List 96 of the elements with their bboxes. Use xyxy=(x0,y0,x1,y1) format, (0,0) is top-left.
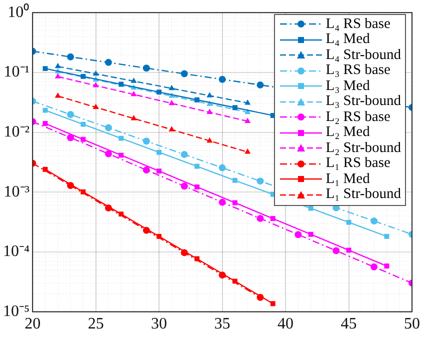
x-tick-label: 25 xyxy=(88,316,104,333)
y-tick-label: 10⁻² xyxy=(4,123,30,140)
legend-label: L₂ Med xyxy=(326,124,370,141)
point xyxy=(294,231,302,238)
point xyxy=(42,108,48,113)
point xyxy=(256,178,264,185)
legend-label: L₂ Str-bound xyxy=(326,140,401,156)
point xyxy=(218,164,226,172)
point xyxy=(244,118,251,123)
point xyxy=(256,214,264,222)
point xyxy=(156,150,162,155)
point xyxy=(256,81,264,88)
point xyxy=(92,70,99,76)
point xyxy=(156,168,162,174)
x-tick-label: 20 xyxy=(24,316,41,333)
point xyxy=(104,124,112,132)
point xyxy=(142,138,150,145)
point xyxy=(232,200,238,206)
point xyxy=(130,78,137,83)
legend-label: L₁ Str-bound xyxy=(326,186,401,203)
point xyxy=(232,178,238,183)
point xyxy=(142,166,150,174)
point xyxy=(370,218,378,225)
point xyxy=(256,294,264,301)
point xyxy=(118,152,124,158)
x-tick-label: 45 xyxy=(340,316,357,333)
x-tick-label: 30 xyxy=(151,316,168,333)
y-tick-label: 10⁰ xyxy=(8,2,30,21)
legend-label: L₁ RS base xyxy=(326,155,390,172)
legend-label: L₃ Med xyxy=(326,78,370,94)
legend-label: L₂ RS base xyxy=(326,108,390,126)
legend-label: L₄ RS base xyxy=(326,16,390,32)
x-tick-label: 50 xyxy=(404,316,420,333)
point xyxy=(80,122,86,127)
legend-label: L₄ Med xyxy=(326,31,370,48)
legend-label: L₃ Str-bound xyxy=(326,93,401,110)
point xyxy=(370,263,378,270)
point xyxy=(206,137,213,143)
point xyxy=(180,249,188,256)
y-tick-label: 10⁻⁴ xyxy=(3,243,30,260)
point xyxy=(180,182,188,190)
point xyxy=(54,62,61,68)
point xyxy=(142,226,150,234)
point xyxy=(92,82,99,88)
point xyxy=(206,108,213,114)
legend-label: L₃ RS base xyxy=(326,62,390,79)
point xyxy=(244,148,251,154)
point xyxy=(308,206,314,211)
point xyxy=(218,76,226,83)
point xyxy=(244,99,251,105)
point xyxy=(130,90,137,96)
point xyxy=(384,264,390,268)
x-tick-label: 40 xyxy=(278,316,294,333)
point xyxy=(130,114,137,120)
point xyxy=(67,111,74,118)
point xyxy=(168,84,175,90)
point xyxy=(180,70,188,78)
point xyxy=(194,164,200,169)
point xyxy=(168,126,175,132)
point xyxy=(67,182,74,190)
point xyxy=(142,64,150,72)
point xyxy=(194,97,200,102)
point xyxy=(308,232,314,237)
point xyxy=(218,272,226,279)
point xyxy=(384,234,390,239)
point xyxy=(180,150,188,158)
point xyxy=(232,105,238,110)
point xyxy=(206,92,213,98)
point xyxy=(194,184,200,190)
point xyxy=(104,150,112,158)
point xyxy=(54,73,61,78)
point xyxy=(67,53,74,60)
point xyxy=(118,82,124,87)
point xyxy=(42,121,48,126)
point xyxy=(332,247,340,254)
point xyxy=(92,104,99,109)
point xyxy=(80,74,86,79)
point xyxy=(156,90,162,95)
point xyxy=(168,100,175,106)
legend-label: L₁ Med xyxy=(326,170,370,188)
point xyxy=(270,216,276,221)
point xyxy=(54,92,61,98)
y-tick-label: 10⁻¹ xyxy=(4,64,30,81)
point xyxy=(67,134,74,142)
y-tick-label: 10⁻³ xyxy=(4,183,30,200)
x-tick-label: 35 xyxy=(214,316,230,333)
point xyxy=(346,220,352,225)
point xyxy=(270,301,276,306)
point xyxy=(80,136,86,142)
point xyxy=(42,66,48,72)
point xyxy=(218,198,226,206)
point xyxy=(346,248,352,253)
point xyxy=(104,204,112,212)
point xyxy=(118,136,124,141)
legend-label: L₄ Str-bound xyxy=(326,46,401,64)
point xyxy=(104,58,112,66)
